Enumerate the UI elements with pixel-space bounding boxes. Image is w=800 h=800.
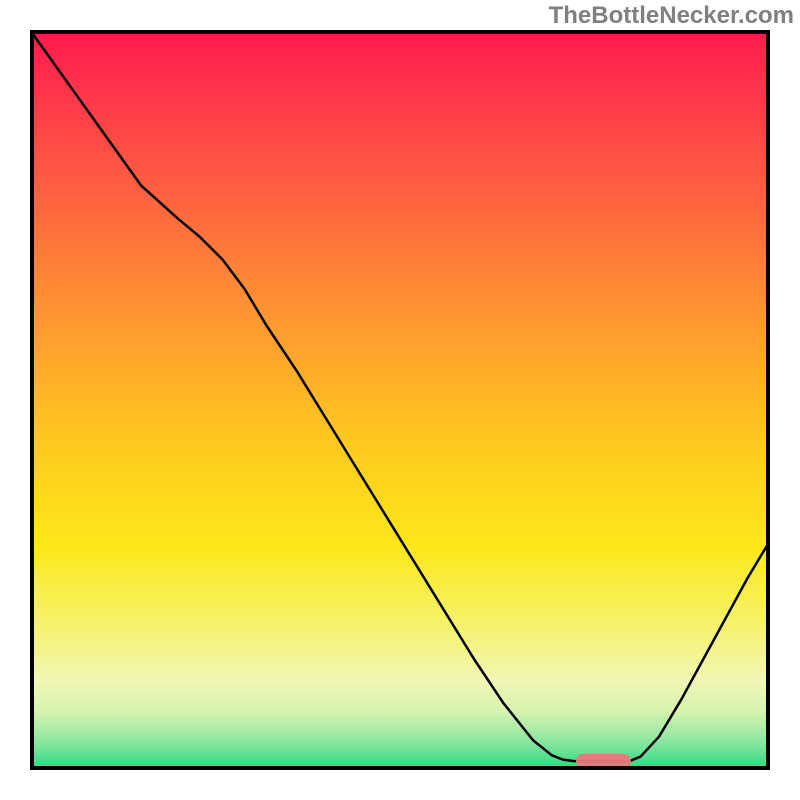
watermark-text: TheBottleNecker.com	[549, 2, 794, 30]
valley-marker	[576, 754, 632, 767]
curve-line	[30, 30, 770, 761]
plot-area	[30, 30, 770, 770]
figure-container: TheBottleNecker.com	[0, 0, 800, 800]
curve-svg	[30, 30, 770, 770]
